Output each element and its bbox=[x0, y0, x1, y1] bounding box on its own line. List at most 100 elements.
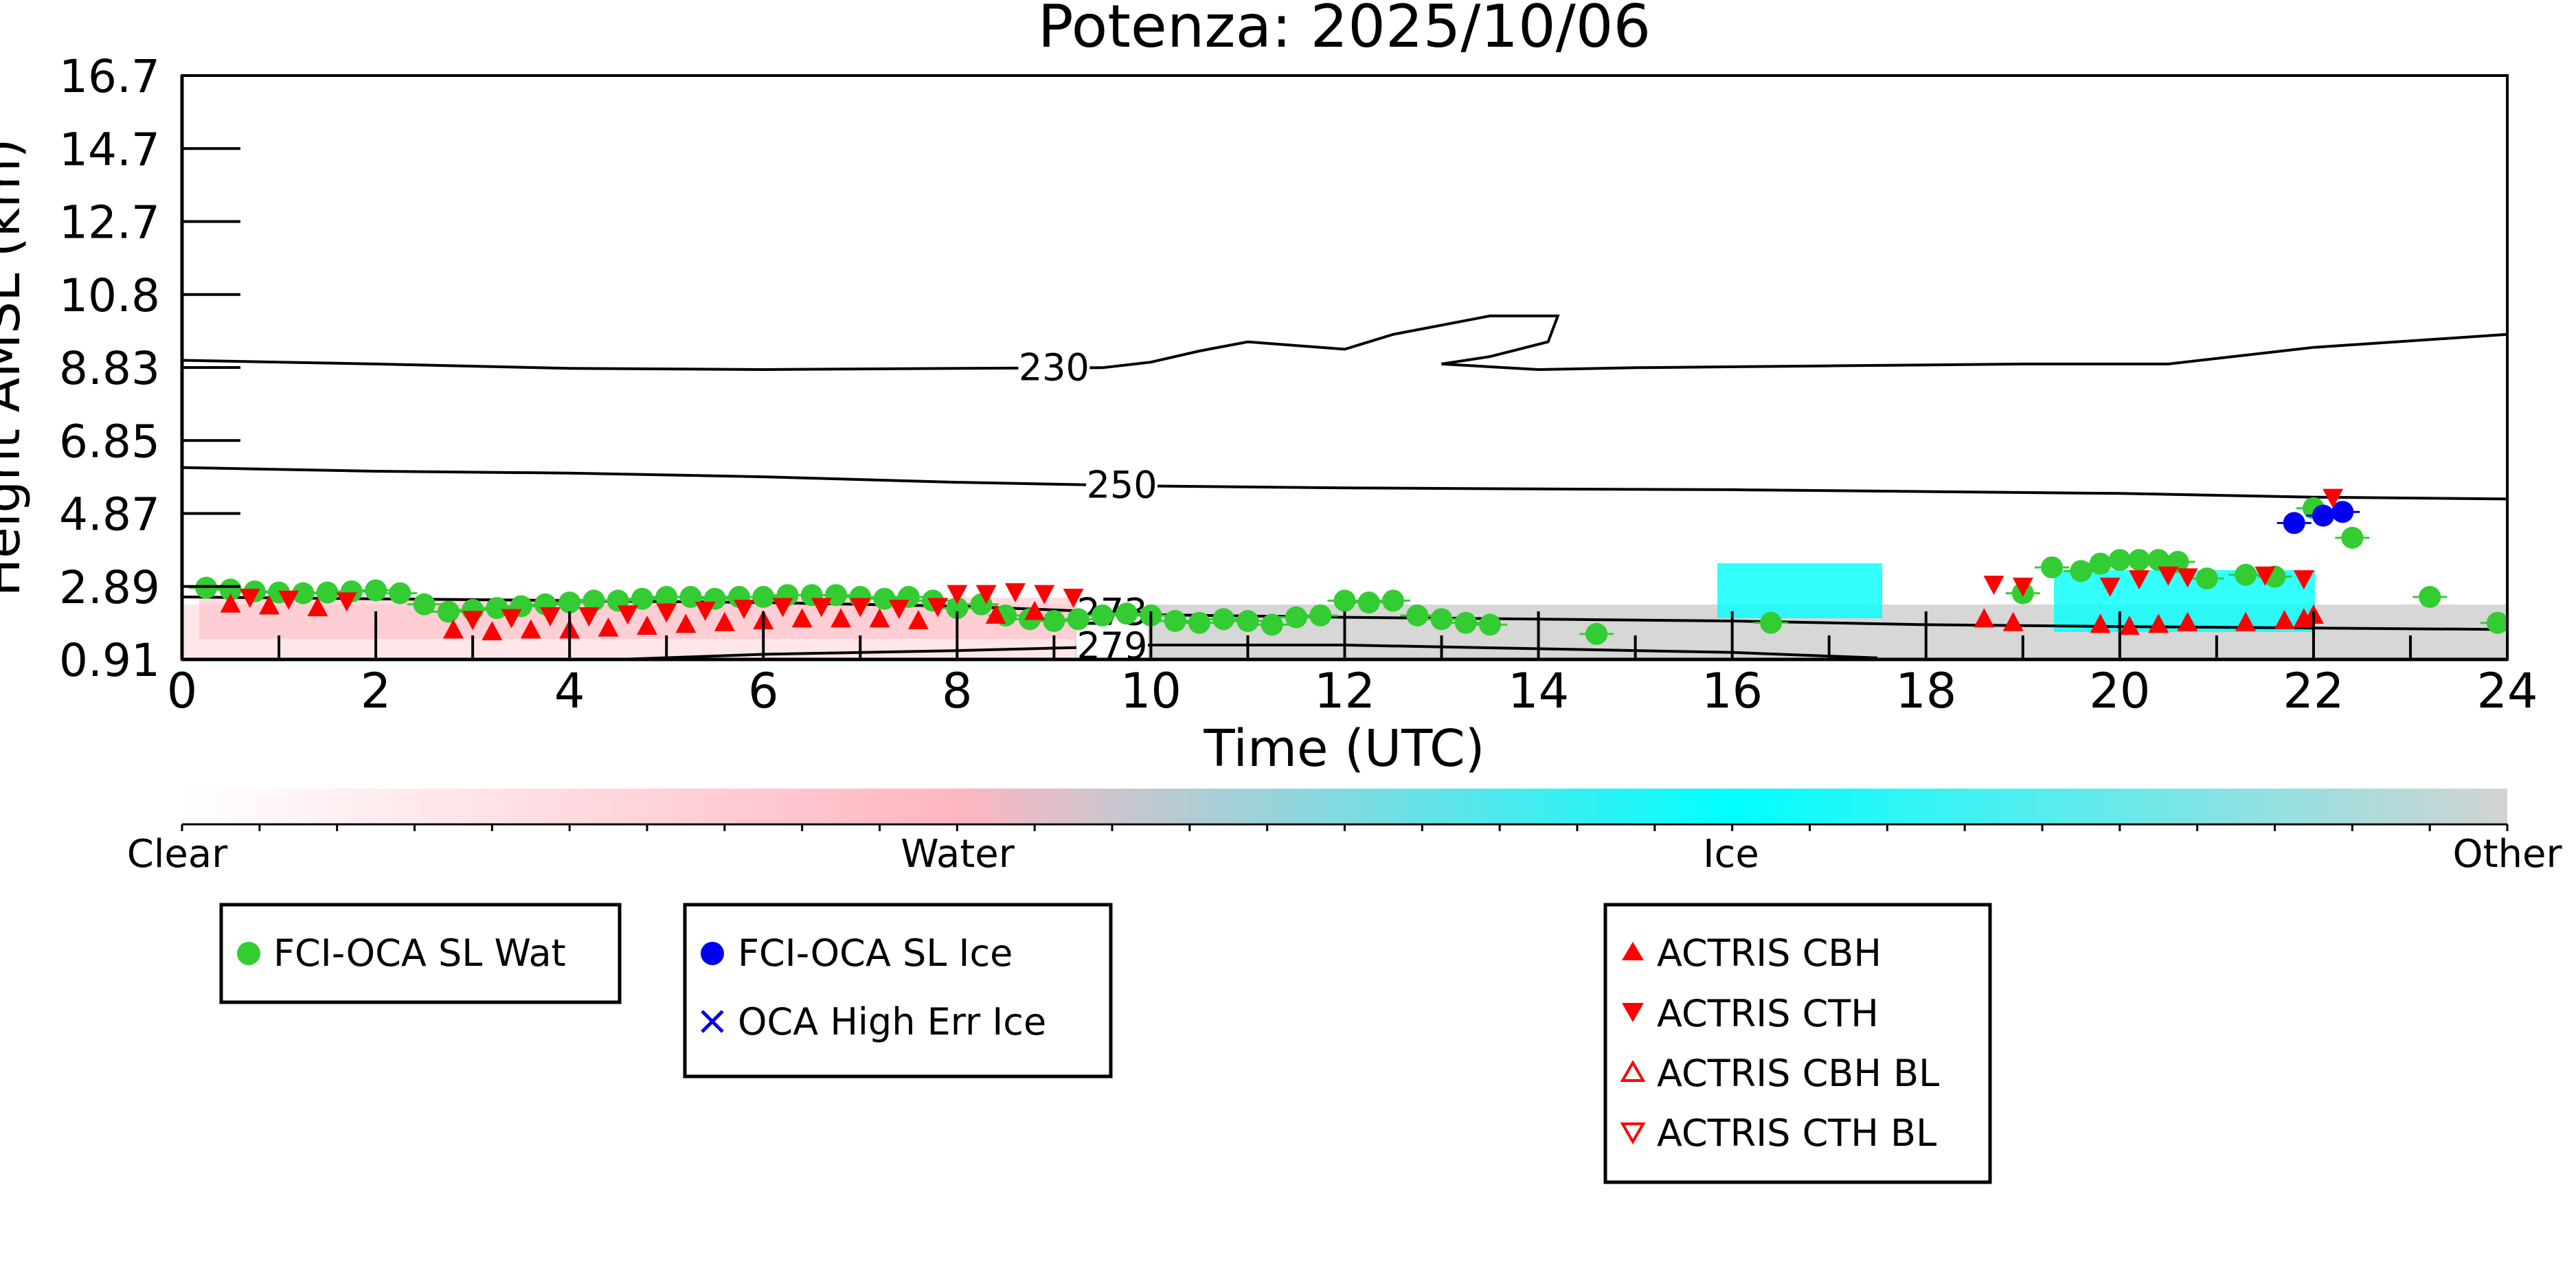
point-actris-cbh bbox=[714, 611, 735, 631]
point-actris-cbh bbox=[2235, 611, 2257, 631]
x-tick-label: 4 bbox=[554, 663, 585, 719]
point-fci-oca-sl-wat bbox=[1479, 613, 1502, 636]
legend-box-actris: ACTRIS CBH ACTRIS CTH ACTRIS CBH BL ACTR… bbox=[1603, 903, 1992, 1184]
point-fci-oca-sl-wat bbox=[2108, 549, 2131, 572]
point-fci-oca-sl-wat bbox=[1212, 608, 1235, 631]
point-fci-oca-sl-wat bbox=[946, 597, 969, 620]
point-fci-oca-sl-wat bbox=[365, 579, 387, 602]
point-actris-cth bbox=[2129, 570, 2150, 590]
point-actris-cbh bbox=[2148, 613, 2169, 633]
legend-marker-actris-cth bbox=[1622, 1003, 1644, 1022]
point-fci-oca-sl-wat bbox=[873, 587, 896, 610]
x-tick-label: 22 bbox=[2283, 663, 2344, 719]
x-tick-label: 16 bbox=[1702, 663, 1763, 719]
point-actris-cth bbox=[975, 585, 997, 605]
point-fci-oca-sl-wat bbox=[1309, 604, 1332, 626]
y-axis-ticks: 0.91 2.89 4.87 6.85 8.83 10.8 12.7 14.7 16.7 bbox=[59, 50, 240, 687]
x-tick-label: 6 bbox=[748, 663, 779, 719]
point-actris-cth bbox=[1983, 576, 2004, 596]
legend-marker-fci-ice bbox=[701, 942, 724, 965]
colorbar: Clear Water Ice Other bbox=[127, 789, 2562, 877]
point-actris-cbh bbox=[831, 608, 852, 628]
ice-cloud-1 bbox=[1717, 563, 1882, 618]
y-tick-label: 12.7 bbox=[59, 196, 160, 249]
point-fci-oca-sl-wat bbox=[825, 584, 848, 607]
point-actris-cbh bbox=[985, 604, 1006, 624]
point-fci-oca-sl-ice bbox=[2283, 512, 2305, 534]
point-fci-oca-sl-wat bbox=[2147, 549, 2170, 572]
colorbar-ticks bbox=[181, 824, 2509, 831]
point-fci-oca-sl-wat bbox=[1382, 589, 1405, 612]
point-actris-cth bbox=[539, 607, 561, 626]
legend-label-actris-cbh: ACTRIS CBH bbox=[1657, 931, 1882, 975]
legend-marker-oca-high-err bbox=[701, 1010, 724, 1033]
point-fci-oca-sl-wat bbox=[2341, 526, 2364, 549]
point-actris-cth bbox=[278, 590, 300, 610]
x-tick-label: 8 bbox=[942, 663, 973, 719]
point-fci-oca-sl-wat bbox=[631, 587, 653, 610]
legend-box-water: FCI-OCA SL Wat bbox=[219, 903, 622, 1004]
legend-label-actris-cbh-bl: ACTRIS CBH BL bbox=[1657, 1052, 1939, 1095]
data-markers bbox=[189, 488, 2507, 645]
point-actris-cbh bbox=[869, 608, 890, 628]
point-actris-cth bbox=[2099, 577, 2121, 597]
point-actris-cbh bbox=[2274, 610, 2295, 630]
x-tick-label: 10 bbox=[1120, 663, 1182, 719]
legend-marker-actris-cth-bl bbox=[1620, 1122, 1646, 1145]
contour-label-250: 250 bbox=[1087, 464, 1157, 507]
legend-label-fci-ice: FCI-OCA SL Ice bbox=[738, 931, 1013, 975]
point-actris-cth bbox=[811, 598, 832, 618]
point-fci-oca-sl-wat bbox=[1067, 608, 1089, 631]
legend-box-ice: FCI-OCA SL Ice OCA High Err Ice bbox=[683, 903, 1113, 1078]
point-fci-oca-sl-wat bbox=[2089, 552, 2112, 575]
point-actris-cth bbox=[772, 598, 793, 618]
point-fci-oca-sl-wat bbox=[2195, 567, 2218, 590]
legend-marker-fci-wat bbox=[237, 942, 260, 965]
x-tick-label: 12 bbox=[1314, 663, 1375, 719]
contour-label-230: 230 bbox=[1019, 346, 1089, 389]
point-fci-oca-sl-wat bbox=[752, 586, 775, 609]
x-axis-ticks: 0 2 4 6 8 10 12 14 16 18 20 22 24 bbox=[167, 611, 2538, 719]
point-actris-cth bbox=[239, 589, 260, 609]
point-actris-cth bbox=[1004, 583, 1026, 602]
point-actris-cbh bbox=[2090, 613, 2111, 633]
point-actris-cth bbox=[850, 598, 871, 618]
y-axis-label: Height AMSL (km) bbox=[0, 138, 32, 596]
point-fci-oca-sl-wat bbox=[558, 591, 581, 614]
point-fci-oca-sl-wat bbox=[1430, 608, 1453, 631]
point-actris-cth bbox=[617, 605, 638, 625]
y-tick-label: 16.7 bbox=[59, 50, 160, 103]
point-actris-cth bbox=[734, 600, 755, 620]
point-fci-oca-sl-wat bbox=[292, 582, 315, 605]
point-fci-oca-sl-wat bbox=[1188, 611, 1210, 634]
point-fci-oca-sl-wat bbox=[1043, 610, 1065, 633]
point-fci-oca-sl-wat bbox=[1333, 589, 1356, 612]
x-tick-label: 14 bbox=[1508, 663, 1569, 719]
point-actris-cth bbox=[694, 601, 716, 621]
y-tick-label: 14.7 bbox=[59, 123, 160, 176]
point-fci-oca-sl-wat bbox=[2041, 556, 2064, 578]
point-actris-cth bbox=[1034, 585, 1055, 605]
chart-title: Potenza: 2025/10/06 bbox=[1038, 0, 1651, 61]
point-fci-oca-sl-wat bbox=[2235, 563, 2257, 586]
point-actris-cth bbox=[2177, 568, 2198, 588]
y-tick-label: 2.89 bbox=[59, 561, 160, 614]
x-axis-label: Time (UTC) bbox=[1203, 719, 1484, 778]
point-fci-oca-sl-wat bbox=[1357, 591, 1380, 614]
colorbar-label-ice: Ice bbox=[1703, 832, 1759, 877]
point-actris-cth bbox=[927, 598, 949, 618]
point-actris-cbh bbox=[520, 619, 541, 639]
point-fci-oca-sl-wat bbox=[413, 593, 436, 615]
point-fci-oca-sl-wat bbox=[1760, 611, 1783, 634]
point-actris-cth bbox=[578, 607, 600, 626]
point-actris-cbh bbox=[482, 621, 503, 641]
point-fci-oca-sl-ice bbox=[2312, 504, 2335, 527]
point-fci-oca-sl-wat bbox=[1164, 610, 1186, 633]
contour-line-230 bbox=[182, 314, 2507, 372]
point-fci-oca-sl-wat bbox=[1285, 606, 1307, 629]
point-actris-cbh bbox=[2119, 615, 2140, 635]
colorbar-label-other: Other bbox=[2452, 832, 2562, 877]
colorbar-label-water: Water bbox=[901, 832, 1015, 877]
point-actris-cbh bbox=[2002, 611, 2024, 631]
y-tick-label: 4.87 bbox=[59, 488, 160, 541]
